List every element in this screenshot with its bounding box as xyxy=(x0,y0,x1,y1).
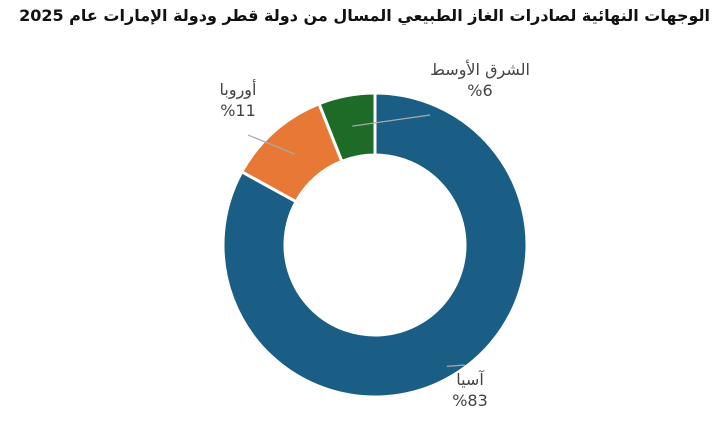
leader-line-1 xyxy=(247,134,296,155)
value-label-1: %11 xyxy=(220,101,256,120)
value-label-0: %83 xyxy=(452,391,488,410)
category-label-2: الشرق الأوسط xyxy=(430,59,530,80)
donut-slice-0 xyxy=(221,91,529,399)
donut-slice-2 xyxy=(317,91,377,164)
category-label-0: آسيا xyxy=(456,370,485,389)
category-label-1: أوروبا xyxy=(220,79,257,100)
chart-title: الوجهات النهائية لصادرات الغاز الطبيعي ا… xyxy=(19,6,710,25)
leader-line-0 xyxy=(446,364,466,367)
leader-line-2 xyxy=(352,114,431,127)
value-label-2: %6 xyxy=(467,81,492,100)
